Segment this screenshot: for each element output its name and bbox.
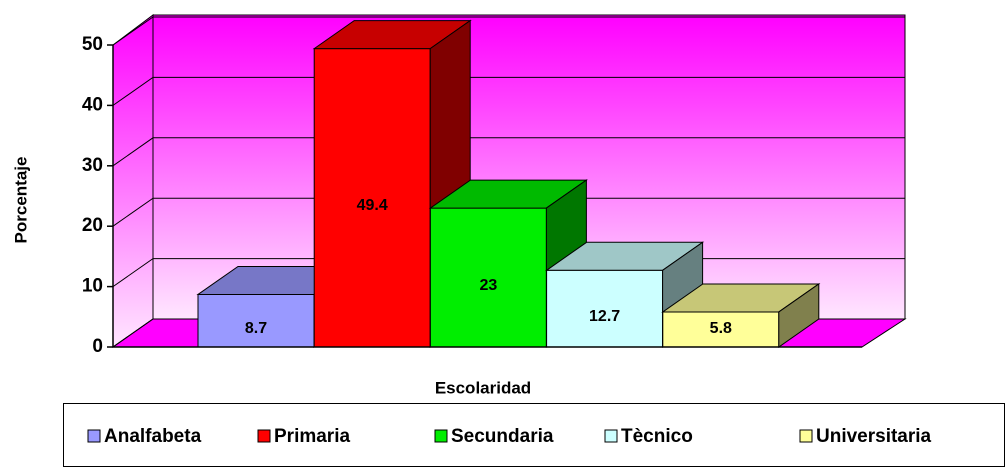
x-axis-label: Escolaridad [435,378,531,397]
bar [546,269,664,348]
legend-label: Secundaria [451,426,554,447]
legend-label: Universitaria [816,426,932,447]
bar [429,207,547,348]
grid-line [112,76,905,106]
side-wall [112,14,154,348]
value-label: 12.7 [589,308,620,325]
legend-label: Analfabeta [104,426,202,447]
value-label: 49.4 [357,197,388,214]
y-tick-label: 30 [82,155,103,176]
grid-line [112,137,905,167]
bars: 8.7 49.4 23 12.7 5.8 [196,19,821,348]
legend-swatch [604,429,618,443]
y-tick-label: 20 [82,215,103,236]
value-label: 8.7 [245,320,267,337]
legend-label: Tècnico [621,426,693,447]
legend [63,403,1005,467]
bar [197,293,315,348]
legend-swatch [87,429,101,443]
y-tick-label: 10 [82,276,103,297]
value-label: 23 [480,277,498,294]
y-tick-label: 50 [82,34,103,55]
y-tick-label: 0 [92,336,103,357]
y-axis-label: Porcentaje [11,157,30,244]
grid-line [112,197,905,227]
value-label: 5.8 [710,320,732,337]
bar-side [778,283,820,348]
legend-swatch [257,429,271,443]
legend-swatch [434,429,448,443]
grid-line [112,16,905,46]
legend-swatch [799,429,813,443]
y-tick-label: 40 [82,94,103,115]
legend-label: Primaria [274,426,350,447]
legend-items: Analfabeta Primaria Secundaria Tècnico Unive… [87,426,932,447]
